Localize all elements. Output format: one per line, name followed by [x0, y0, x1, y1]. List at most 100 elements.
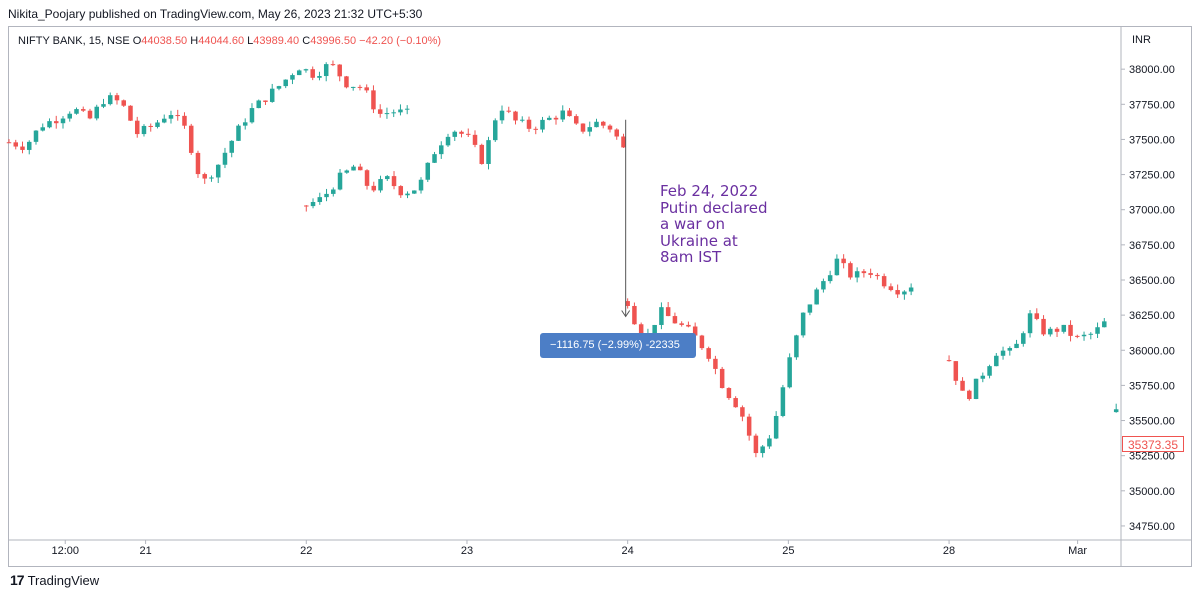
candle-body	[740, 407, 745, 417]
candle-body	[888, 286, 894, 291]
candle-body	[324, 193, 329, 198]
candle-body	[499, 110, 505, 121]
candle-body	[344, 76, 349, 88]
candle-body	[800, 312, 806, 336]
candle-body	[665, 307, 671, 317]
candle-body	[269, 88, 275, 102]
candle-body	[560, 110, 566, 120]
candle-body	[168, 115, 174, 119]
candle-body	[358, 166, 363, 171]
candle-body	[60, 118, 66, 124]
close-label: C	[302, 35, 311, 47]
candle-body	[567, 110, 572, 117]
candle-body	[638, 324, 644, 342]
candle-body	[625, 301, 630, 306]
candle-body	[713, 358, 718, 369]
candle-body	[459, 131, 464, 134]
footer[interactable]: 17 TradingView	[10, 572, 99, 588]
candle-body	[587, 127, 592, 132]
last-price-label: 35373.35	[1122, 436, 1184, 452]
candle-body	[533, 128, 539, 130]
measure-label[interactable]: −1116.75 (−2.99%) -22335	[540, 333, 696, 358]
candle-body	[659, 307, 664, 325]
low-label: L	[247, 35, 254, 47]
candle-body	[263, 100, 268, 102]
currency-label[interactable]: INR	[1132, 34, 1151, 46]
candle-body	[242, 122, 248, 126]
candle-body	[1021, 333, 1026, 344]
candle-body	[1048, 328, 1053, 335]
annotation-text[interactable]: Feb 24, 2022 Putin declared a war on Ukr…	[660, 182, 768, 266]
price-axis-ticks: 34750.00 35000.00 35250.00 35500.00 35750.00…	[1121, 64, 1175, 533]
candle-body	[472, 134, 478, 145]
candle-body	[834, 258, 840, 276]
candle-body	[1054, 328, 1060, 332]
candle-body	[377, 109, 383, 114]
candle-body	[121, 100, 126, 106]
candle-body	[317, 197, 323, 203]
time-tick-label: 12:00	[51, 545, 79, 557]
candle-body	[364, 170, 370, 186]
candle-body	[607, 125, 613, 130]
candle-body	[794, 335, 799, 358]
candle-body	[182, 115, 187, 126]
time-tick-label: 22	[300, 545, 312, 557]
time-tick-label: 24	[622, 545, 634, 557]
candle-body	[412, 190, 417, 194]
price-tick-label: 34750.00	[1129, 521, 1175, 533]
candle-body	[148, 125, 153, 127]
change-value: −42.20 (−0.10%)	[359, 35, 442, 47]
chart-frame[interactable]	[8, 26, 1192, 567]
candle-body	[726, 388, 732, 399]
candle-body	[672, 316, 678, 324]
price-tick-label: 37500.00	[1129, 134, 1175, 146]
candle-body	[317, 76, 322, 78]
price-axis-border	[9, 27, 1191, 566]
candle-body	[526, 119, 532, 129]
candle-body	[337, 64, 342, 77]
candle-body	[987, 366, 992, 376]
price-tick-label: 36250.00	[1129, 310, 1175, 322]
candle-body	[1000, 350, 1006, 356]
candle-body	[229, 140, 234, 153]
candle-body	[1034, 313, 1040, 319]
candle-body	[33, 130, 39, 142]
candle-body	[479, 144, 485, 164]
low-value: 43989.40	[253, 35, 300, 47]
candle-body	[80, 109, 86, 111]
candle-body	[553, 117, 559, 120]
candle-body	[973, 378, 979, 400]
candle-body	[821, 281, 826, 290]
candle-body	[600, 121, 606, 126]
time-tick-label: 23	[461, 545, 473, 557]
candle-body	[6, 142, 12, 144]
candle-body	[953, 361, 959, 381]
high-value: 44044.60	[198, 35, 245, 47]
candle-body	[780, 387, 786, 416]
candle-body	[861, 271, 867, 274]
candle-body	[330, 64, 336, 66]
candle-body	[405, 193, 410, 196]
candle-body	[141, 125, 147, 135]
candle-body	[101, 104, 106, 107]
candle-body	[573, 116, 579, 124]
price-tick-label: 36000.00	[1129, 345, 1175, 357]
time-axis-ticks: 12:00 21 22 23 24 25 28 Mar	[51, 540, 1087, 557]
candle-body	[236, 125, 241, 141]
candle-body	[155, 122, 160, 127]
candle-body	[967, 390, 972, 400]
tradingview-logo-icon: 17	[10, 572, 25, 588]
measure-arrow-head-icon	[621, 310, 631, 318]
candle-body	[425, 162, 431, 180]
candle-body	[621, 136, 626, 148]
price-tick-label: 37750.00	[1129, 99, 1175, 111]
footer-brand: TradingView	[27, 572, 100, 588]
candles	[6, 60, 1119, 458]
candle-body	[222, 152, 228, 165]
candle-body	[679, 323, 684, 325]
candle-body	[310, 69, 315, 78]
candle-body	[256, 100, 261, 109]
candle-body	[875, 274, 880, 277]
candle-body	[13, 142, 18, 147]
